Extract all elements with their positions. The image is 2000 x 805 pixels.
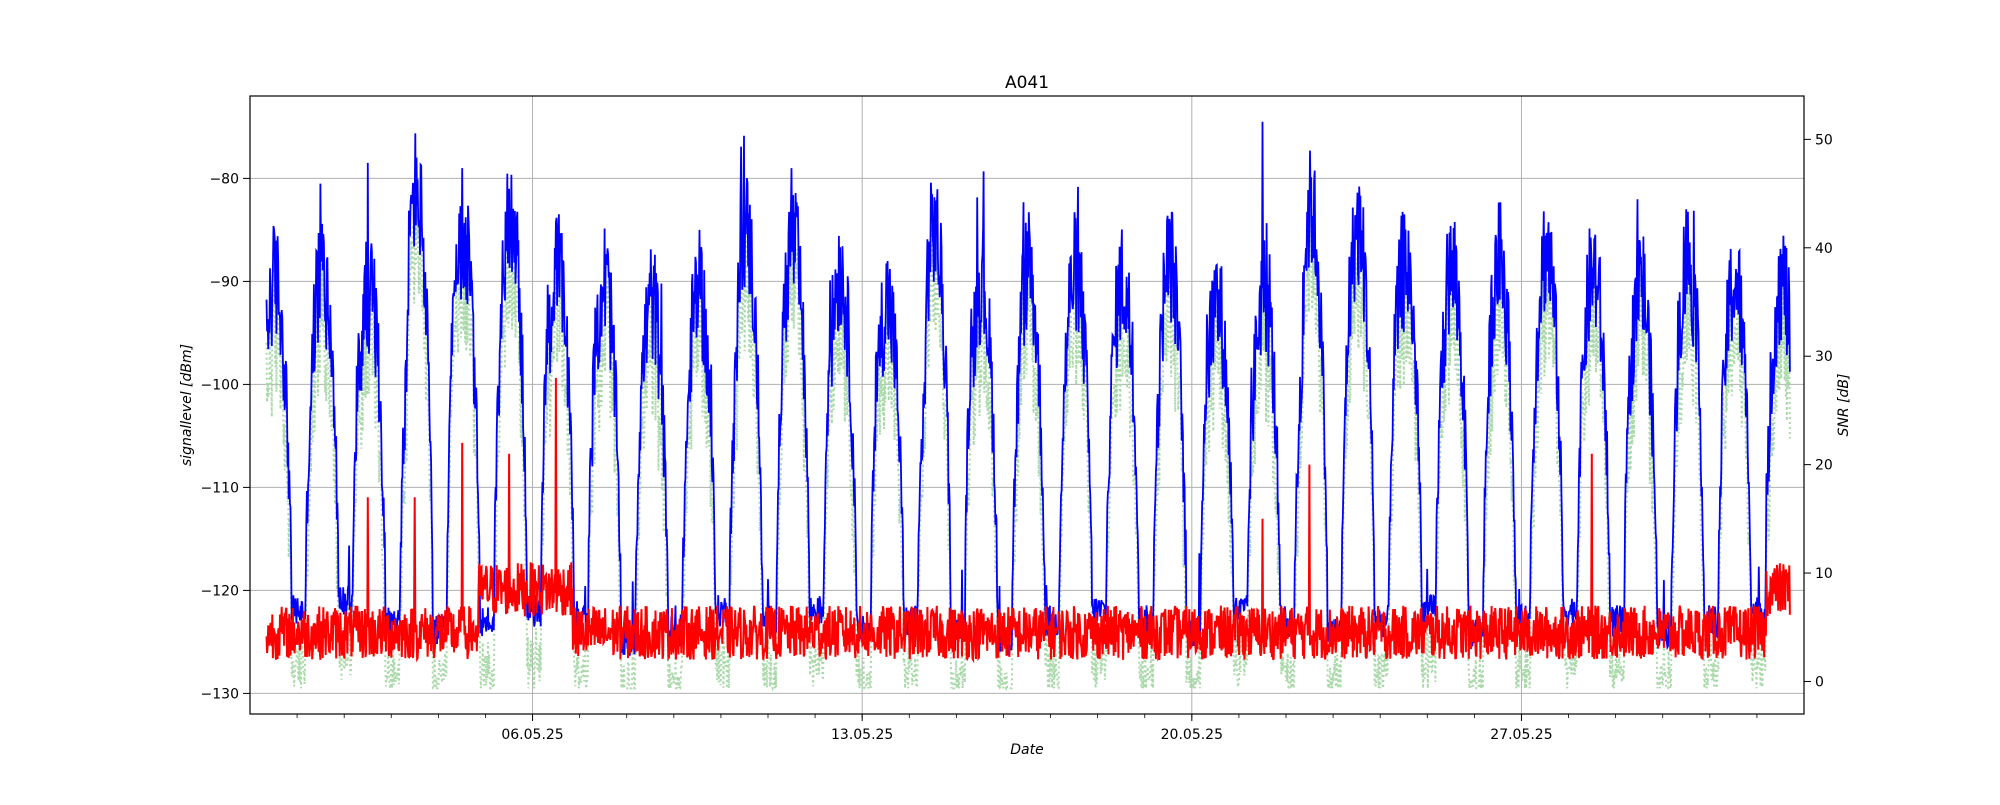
- y-tick-label: −100: [201, 377, 239, 393]
- plot-frame: [249, 95, 1805, 715]
- y-right-tick-label: 30: [1815, 349, 1833, 365]
- ticks: 06.05.25 13.05.25 20.05.25 27.05.25 −80 −90 −1…: [201, 132, 1833, 743]
- y-right-tick-label: 0: [1815, 674, 1824, 690]
- y-tick-label: −90: [209, 274, 239, 290]
- y-tick-label: −110: [201, 480, 239, 496]
- y-tick-label: −120: [201, 583, 239, 599]
- x-axis-title: Date: [1010, 742, 1043, 758]
- y-tick-label: −130: [201, 686, 239, 702]
- series-line-blue: [265, 121, 1791, 656]
- x-tick-label: 27.05.25: [1490, 727, 1552, 743]
- x-tick-label: 06.05.25: [501, 727, 563, 743]
- series-line-red: [265, 377, 1791, 664]
- y-right-tick-label: 10: [1815, 566, 1833, 582]
- y-tick-label: −80: [209, 171, 239, 187]
- x-tick-label: 13.05.25: [831, 727, 893, 743]
- y-right-tick-label: 50: [1815, 132, 1833, 148]
- y-right-tick-label: 40: [1815, 241, 1833, 257]
- y-axis-title: signallevel [dBm]: [179, 344, 195, 466]
- series-line-green: [265, 177, 1791, 692]
- y-axis-right-title: SNR [dB]: [1836, 374, 1852, 437]
- x-tick-label: 20.05.25: [1161, 727, 1223, 743]
- series-layer: [265, 121, 1791, 692]
- chart-title: A041: [1005, 73, 1049, 93]
- y-right-tick-label: 20: [1815, 458, 1833, 474]
